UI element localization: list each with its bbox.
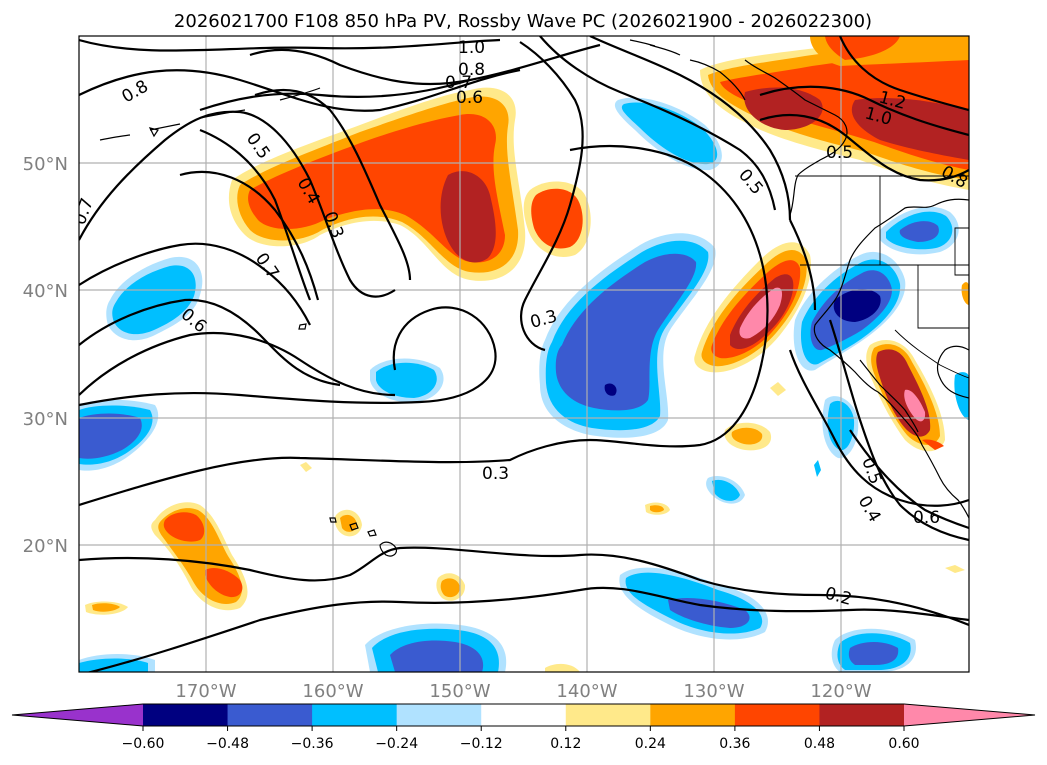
map-frame (78, 35, 970, 673)
latitude-labels: 50°N 40°N 30°N 20°N (23, 154, 68, 557)
lat-label: 20°N (23, 536, 68, 557)
colorbar-tick-label: 0.60 (888, 736, 919, 752)
colorbar-swatch (396, 704, 482, 726)
coastlines (99, 39, 969, 557)
colorbar-tick-label: −0.24 (375, 736, 418, 752)
lon-label: 150°W (429, 681, 490, 702)
lon-label: 120°W (810, 681, 871, 702)
graticule (79, 36, 969, 672)
pv-contours (79, 36, 969, 672)
colorbar-extension-high (904, 704, 1035, 726)
colorbar-tick-label: 0.36 (719, 736, 750, 752)
lon-label: 140°W (556, 681, 617, 702)
lat-label: 50°N (23, 154, 68, 175)
colorbar-tick-label: 0.12 (550, 736, 581, 752)
map-title: 2026021700 F108 850 hPa PV, Rossby Wave … (174, 11, 872, 32)
colorbar-tick-label: −0.12 (460, 736, 503, 752)
colorbar-extension-low (12, 704, 143, 726)
map-plot-area: 1.0 0.8 0.7 0.6 0.8 0.5 0.4 0.3 0.7 0.6 … (79, 36, 969, 672)
colorbar-swatch (734, 704, 820, 726)
colorbar-tick-label: 0.24 (635, 736, 666, 752)
contour-label: 0.7 (445, 73, 472, 93)
contour-label: 0.6 (913, 508, 940, 528)
colorbar-tick-label: −0.60 (122, 736, 165, 752)
colorbar-tick-label: −0.36 (291, 736, 334, 752)
colorbar-swatch (819, 704, 905, 726)
contour-label: 0.6 (456, 88, 483, 108)
colorbar: −0.60 −0.48 −0.36 −0.24 −0.12 0.12 0.24 0.36 0.4… (11, 703, 1036, 752)
lon-label: 170°W (175, 681, 236, 702)
political-borders (795, 175, 969, 379)
colorbar-swatch (650, 704, 736, 726)
contour-label: 0.3 (482, 464, 509, 484)
lat-label: 40°N (23, 281, 68, 302)
colorbar-tick-label: 0.48 (804, 736, 835, 752)
colorbar-swatch (227, 704, 313, 726)
contour-label: 1.0 (458, 38, 485, 58)
colorbar-swatch (312, 704, 398, 726)
colorbar-tick-label: −0.48 (206, 736, 249, 752)
lon-label: 160°W (302, 681, 363, 702)
contour-label: 0.5 (826, 143, 853, 163)
colorbar-swatch (143, 704, 229, 726)
lon-label: 130°W (683, 681, 744, 702)
longitude-labels: 170°W 160°W 150°W 140°W 130°W 120°W (175, 681, 871, 702)
lat-label: 30°N (23, 409, 68, 430)
colorbar-swatch (481, 704, 567, 726)
contour-label: 0.8 (458, 60, 485, 80)
colorbar-swatch (565, 704, 651, 726)
